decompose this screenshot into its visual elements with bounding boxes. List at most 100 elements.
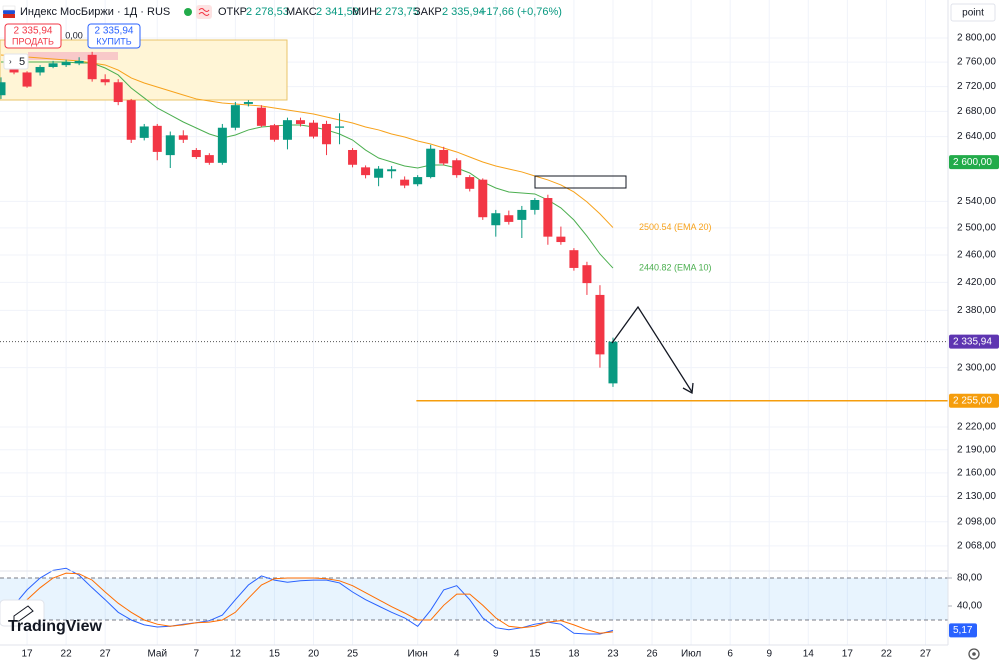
status-dot (184, 8, 192, 16)
y-tick-label: 2 220,00 (957, 422, 996, 433)
y-tick-label: 2 420,00 (957, 277, 996, 288)
candle-body (126, 100, 136, 140)
candle-body (335, 126, 345, 128)
candle-body (361, 167, 371, 176)
sell-label: ПРОДАТЬ (12, 36, 54, 46)
candle-body (9, 66, 19, 73)
flag-stripe (2, 5, 16, 11)
candle-body (569, 250, 579, 268)
scale-mode-button[interactable] (950, 3, 996, 22)
candle-body (608, 341, 618, 384)
x-tick-label: 22 (61, 649, 73, 660)
x-tick-label: 9 (493, 649, 499, 660)
candle-body (322, 123, 332, 145)
drawing-tool-button[interactable] (0, 599, 45, 627)
candle-body (309, 122, 319, 137)
y-tick-label: 2 460,00 (957, 250, 996, 261)
candle-body (452, 160, 462, 176)
candle-body (152, 125, 162, 152)
spread: 0,00 (65, 30, 83, 40)
ohlc-value: 2 335,94 (442, 6, 485, 18)
candle-body (530, 199, 540, 210)
x-tick-label: Май (147, 649, 167, 660)
x-tick-label: 12 (230, 649, 242, 660)
x-tick-label: 17 (21, 649, 33, 660)
y-tick-label: 2 068,00 (957, 540, 996, 551)
x-tick-label: 4 (454, 649, 460, 660)
y-tick-label: 40,00 (957, 601, 982, 612)
ema-label: 2500.54 (EMA 20) (639, 222, 712, 232)
ohlc-value: 2 273,75 (376, 6, 419, 18)
ohlc-value: 2 278,53 (246, 6, 289, 18)
x-tick-label: 15 (529, 649, 541, 660)
candle-body (0, 82, 6, 96)
y-tick-label: 2 680,00 (957, 106, 996, 117)
y-tick-label: 2 130,00 (957, 491, 996, 502)
price-tag-label: 2 335,94 (953, 336, 992, 347)
candle-body (113, 82, 123, 103)
buy-button[interactable] (87, 23, 141, 49)
x-tick-label: 14 (803, 649, 815, 660)
chevron: › (9, 57, 12, 66)
x-tick-label: 25 (347, 649, 359, 660)
value-tag-label: 5,17 (953, 625, 973, 636)
x-tick-label: 23 (607, 649, 619, 660)
price-tag (949, 334, 999, 349)
candle-body (165, 135, 175, 156)
y-tick-label: 2 760,00 (957, 57, 996, 68)
candle-body (61, 62, 71, 66)
candle-body (439, 149, 449, 164)
candle-body (269, 125, 279, 140)
y-tick-label: 2 800,00 (957, 33, 996, 44)
candle-body (348, 149, 358, 165)
value-tag (949, 623, 977, 638)
x-tick-label: 6 (727, 649, 733, 660)
indicator-count: 5 (19, 56, 25, 68)
price-tag (949, 155, 999, 170)
candle-body (556, 236, 566, 243)
y-tick-label: 2 640,00 (957, 131, 996, 142)
change-value: +17,66 (+0,76%) (480, 6, 562, 18)
sell-button[interactable] (4, 23, 62, 49)
rectangle-drawing (534, 175, 627, 189)
x-tick-label: 7 (194, 649, 200, 660)
ema-line (0, 54, 614, 228)
candle-body (256, 107, 266, 126)
ema-line (1, 61, 614, 269)
sell-price: 2 335,94 (14, 26, 53, 37)
candle-body (517, 209, 527, 220)
price-tag-label: 2 255,00 (953, 395, 992, 406)
ohlc-label: ОТКР (218, 6, 247, 18)
candle-body (491, 213, 501, 226)
ohlc-label: ЗАКР (414, 6, 442, 18)
logo: TradingView (8, 618, 103, 635)
x-tick-label: 15 (269, 649, 281, 660)
candle-body (478, 179, 488, 218)
candle-body (582, 265, 592, 284)
y-tick-label: 2 720,00 (957, 81, 996, 92)
scale-mode: point (962, 8, 984, 19)
candle-body (204, 155, 214, 163)
candle-body (74, 60, 84, 64)
candle-body (426, 148, 436, 178)
y-tick-label: 2 380,00 (957, 305, 996, 316)
candle-body (243, 102, 253, 104)
x-tick-label: 22 (881, 649, 893, 660)
x-tick-label: 20 (308, 649, 320, 660)
candle-body (230, 105, 240, 128)
symbol-title[interactable]: Индекс МосБиржи · 1Д · RUS (20, 6, 170, 18)
candle-body (543, 198, 553, 237)
zone-box-small (28, 52, 118, 60)
pencil-icon (13, 605, 34, 622)
indicators-toggle[interactable] (3, 53, 29, 70)
x-tick-label: 18 (568, 649, 580, 660)
candle-body (413, 177, 423, 185)
settings-icon[interactable] (968, 648, 980, 660)
zone-box (0, 39, 288, 101)
candle-body (387, 169, 397, 172)
y-tick-label: 2 500,00 (957, 223, 996, 234)
candle-body (217, 127, 227, 163)
candle-body (191, 149, 201, 158)
